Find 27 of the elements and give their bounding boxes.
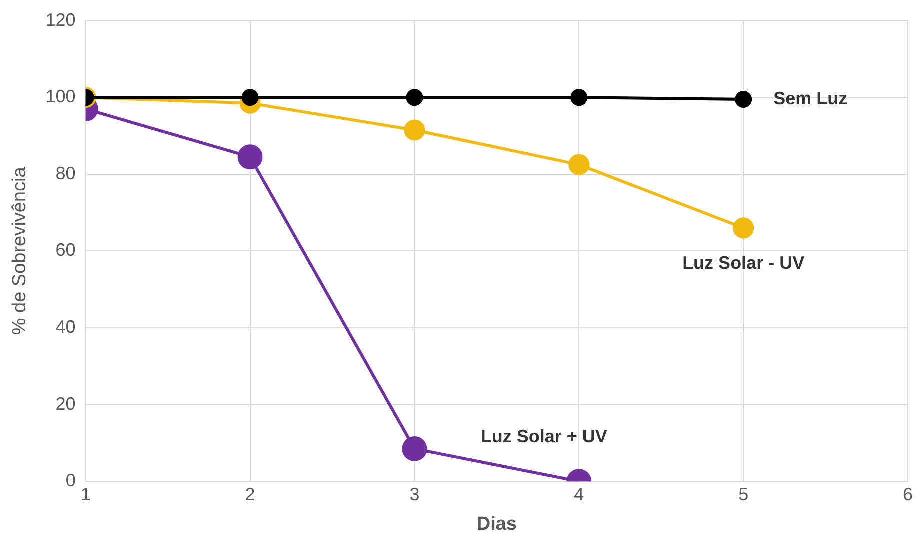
y-tick-label: 20 xyxy=(56,394,76,414)
point xyxy=(402,436,428,462)
point xyxy=(238,144,263,170)
point xyxy=(735,91,752,108)
y-tick-label: 80 xyxy=(56,163,76,184)
point xyxy=(404,120,426,141)
point xyxy=(733,218,754,239)
series-label: Sem Luz xyxy=(774,88,848,108)
x-tick-label: 6 xyxy=(902,484,914,504)
series-label: Luz Solar + UV xyxy=(480,426,608,447)
point xyxy=(568,154,590,176)
point xyxy=(406,89,424,106)
x-tick-label: 3 xyxy=(410,484,420,504)
y-axis-title: % de Sobrevivência xyxy=(10,166,31,336)
y-tick-label: 100 xyxy=(46,86,76,107)
y-tick-label: 120 xyxy=(46,10,76,30)
x-tick-label: 4 xyxy=(574,484,584,504)
y-tick-label: 0 xyxy=(66,470,76,491)
point xyxy=(570,89,588,106)
x-tick-label: 5 xyxy=(738,484,749,504)
y-tick-label: 40 xyxy=(56,316,76,337)
point xyxy=(242,89,259,106)
x-tick-label: 1 xyxy=(80,484,91,504)
y-tick-label: 60 xyxy=(56,240,76,260)
x-axis-title: Dias xyxy=(476,514,517,535)
x-tick-label: 2 xyxy=(245,484,256,504)
series-label: Luz Solar - UV xyxy=(682,253,805,274)
